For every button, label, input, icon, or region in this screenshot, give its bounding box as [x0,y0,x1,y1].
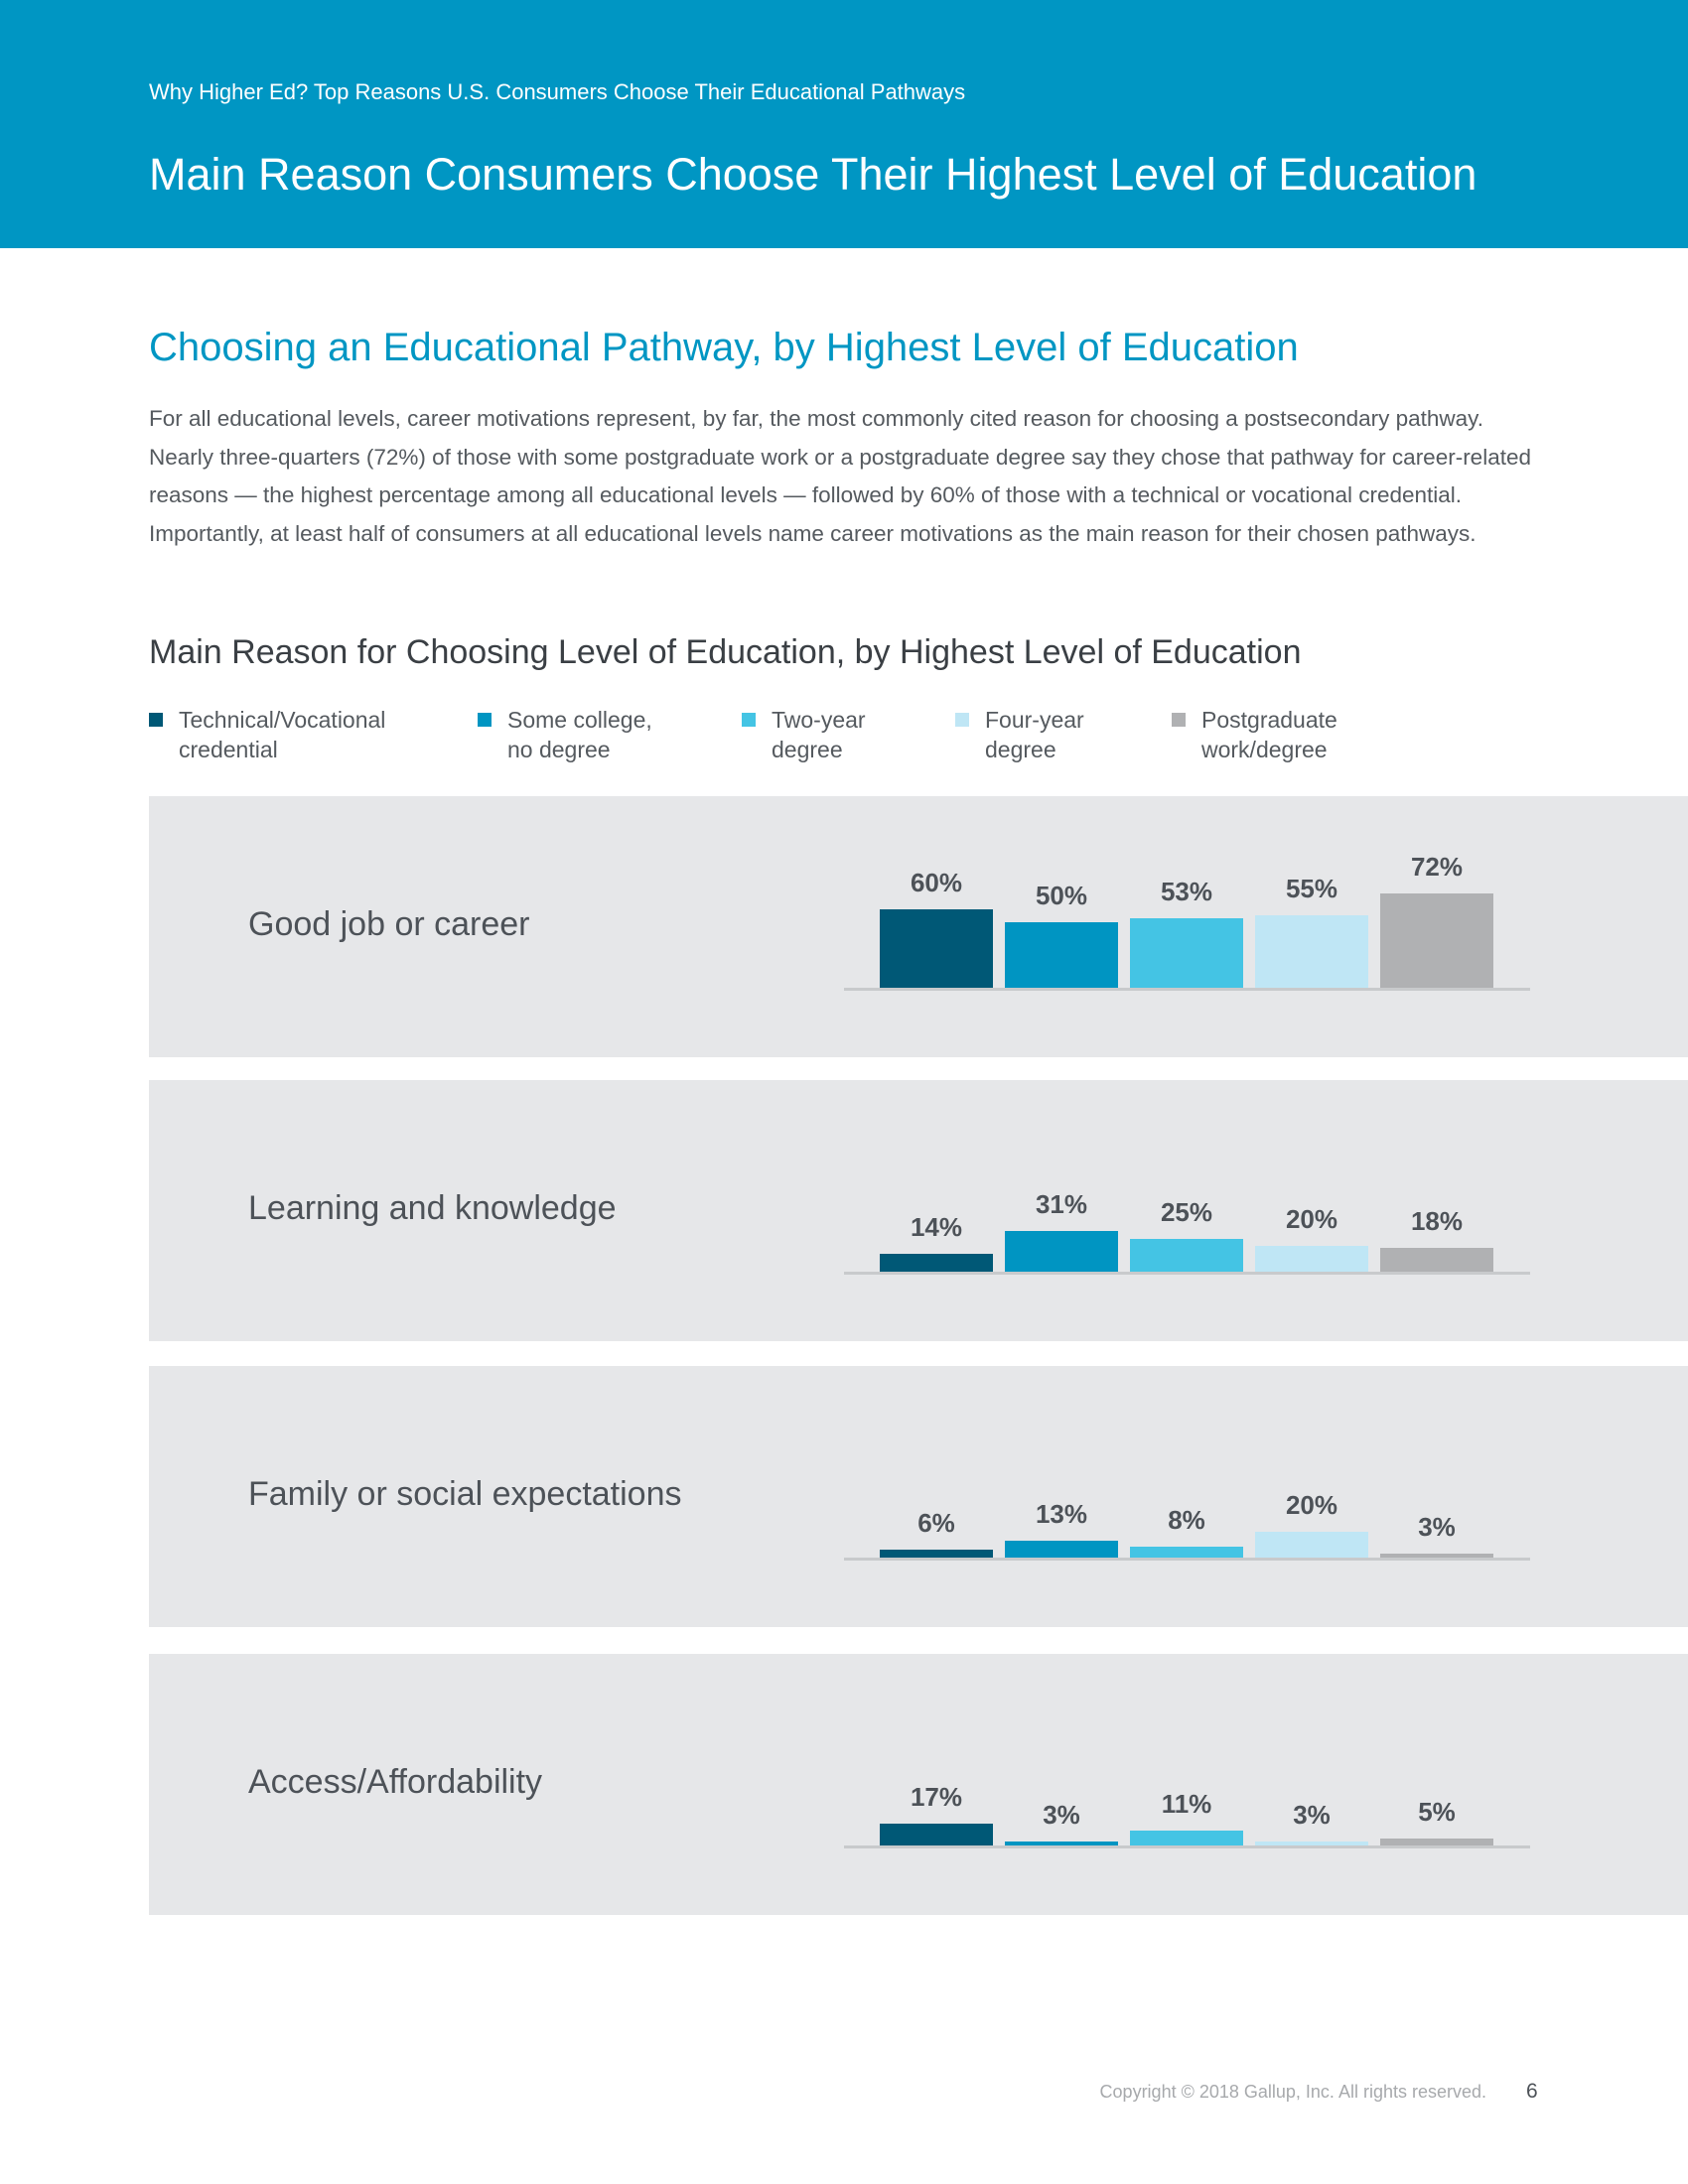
data-label: 60% [910,867,963,897]
bar [1255,915,1368,988]
baseline [844,1558,1530,1561]
baseline [844,1845,1530,1848]
data-label: 20% [1285,1203,1338,1234]
bar [1255,1842,1368,1845]
legend-swatch [149,713,163,727]
bar [880,908,993,988]
page-title: Main Reason Consumers Choose Their Highe… [149,149,1477,200]
category-panel: Learning and knowledge 14% 31% 25% 20% 18% [149,1080,1688,1341]
bar [1005,1842,1118,1845]
legend-swatch [955,713,969,727]
section-heading: Choosing an Educational Pathway, by High… [149,326,1299,369]
baseline [844,1272,1530,1275]
category-label: Family or social expectations [248,1475,682,1513]
intro-paragraph: For all educational levels, career motiv… [149,406,1531,547]
data-label: 18% [1410,1206,1464,1237]
category-panel: Good job or career 60% 50% 53% 55% 72% [149,796,1688,1057]
bar [1380,1248,1493,1272]
data-label: 17% [910,1781,963,1812]
data-label: 53% [1160,877,1213,907]
category-label: Good job or career [248,905,530,943]
bar [1005,922,1118,988]
data-label: 72% [1410,851,1464,882]
bar [1005,1231,1118,1272]
bar [1130,918,1243,988]
bar [1005,1540,1118,1558]
category-panel: Access/Affordability 17% 3% 11% 3% 5% [149,1654,1688,1915]
bar [1255,1531,1368,1558]
legend-swatch [1172,713,1186,727]
bar [1380,1554,1493,1558]
bar [880,1823,993,1845]
category-label: Learning and knowledge [248,1189,617,1227]
data-label: 11% [1161,1789,1212,1820]
report-kicker: Why Higher Ed? Top Reasons U.S. Consumer… [149,79,966,104]
copyright: Copyright © 2018 Gallup, Inc. All rights… [1099,2082,1486,2102]
legend-label: Some college, no degree [507,707,652,762]
data-label: 8% [1168,1505,1205,1536]
category-label: Access/Affordability [248,1763,543,1801]
data-label: 14% [910,1211,963,1242]
bar [1130,1831,1243,1845]
legend-label: Four-year degree [985,707,1084,762]
data-label: 3% [1293,1800,1331,1831]
bar [1255,1245,1368,1272]
bar [1380,892,1493,988]
data-label: 3% [1418,1512,1456,1543]
legend-label: Two-year degree [772,707,866,762]
data-label: 13% [1035,1498,1088,1529]
data-label: 31% [1035,1189,1088,1220]
data-label: 3% [1043,1800,1080,1831]
page-number: 6 [1526,2080,1538,2103]
chart-legend: Technical/Vocational credential Some coll… [0,705,1688,764]
data-label: 6% [917,1508,955,1539]
category-panel: Family or social expectations 6% 13% 8% 20% 3… [149,1366,1688,1627]
data-label: 55% [1285,874,1338,904]
bar [1380,1839,1493,1845]
bar [880,1253,993,1272]
legend-label: Technical/Vocational credential [179,707,386,762]
legend-swatch [478,713,492,727]
data-label: 20% [1285,1489,1338,1520]
header-band: Why Higher Ed? Top Reasons U.S. Consumer… [0,0,1688,248]
bar [880,1550,993,1558]
data-label: 25% [1160,1197,1213,1227]
chart-title: Main Reason for Choosing Level of Educat… [149,633,1302,671]
legend-label: Postgraduate work/degree [1201,707,1337,762]
data-label: 5% [1418,1797,1456,1828]
bar [1130,1547,1243,1558]
data-label: 50% [1035,881,1088,910]
legend-swatch [742,713,756,727]
bar [1130,1239,1243,1272]
baseline [844,988,1530,991]
